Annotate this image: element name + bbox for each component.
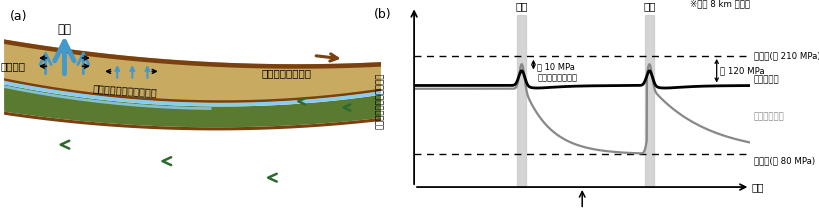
Text: 従来のモデル: 従来のモデル	[753, 112, 784, 121]
Text: プレート境界付近の水圧: プレート境界付近の水圧	[376, 73, 384, 129]
Polygon shape	[4, 81, 381, 106]
Text: ※地下 8 km の状態: ※地下 8 km の状態	[690, 0, 749, 8]
Polygon shape	[4, 85, 211, 110]
Bar	[644, 15, 654, 187]
Polygon shape	[4, 115, 381, 211]
Text: 排水: 排水	[57, 23, 71, 36]
Text: (b): (b)	[373, 8, 391, 21]
Polygon shape	[4, 112, 381, 130]
Text: 最大値(約 210 MPa): 最大値(約 210 MPa)	[753, 52, 819, 60]
Text: (a): (a)	[10, 11, 27, 23]
Polygon shape	[4, 84, 381, 127]
Text: 沈み込むプレート: 沈み込むプレート	[262, 68, 311, 78]
Text: 地震: 地震	[642, 2, 655, 12]
Text: 亀裂形成: 亀裂形成	[0, 61, 25, 71]
Text: 時間: 時間	[751, 182, 763, 192]
Text: 今回の成果: 今回の成果	[753, 75, 778, 84]
Polygon shape	[4, 39, 381, 103]
Polygon shape	[4, 39, 381, 69]
Text: 約 120 MPa: 約 120 MPa	[719, 66, 764, 75]
Bar	[516, 15, 526, 187]
Text: 約 10 MPa
（観測可能な量）: 約 10 MPa （観測可能な量）	[536, 63, 577, 82]
Text: 最小値(約 80 MPa): 最小値(約 80 MPa)	[753, 156, 814, 165]
Text: 蓄積していた水圧の低下: 蓄積していた水圧の低下	[92, 83, 157, 97]
Text: 地震: 地震	[515, 2, 527, 12]
Polygon shape	[4, 78, 381, 103]
